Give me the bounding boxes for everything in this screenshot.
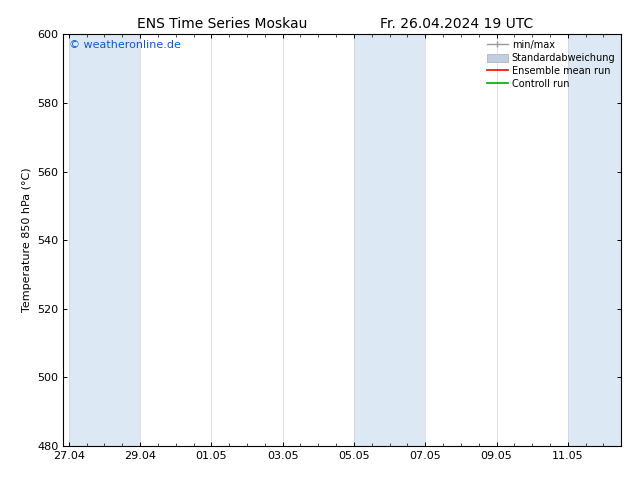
- Text: ENS Time Series Moskau: ENS Time Series Moskau: [137, 17, 307, 31]
- Text: Fr. 26.04.2024 19 UTC: Fr. 26.04.2024 19 UTC: [380, 17, 533, 31]
- Bar: [68, 34, 140, 446]
- Text: © weatheronline.de: © weatheronline.de: [69, 41, 181, 50]
- Bar: [568, 34, 621, 446]
- Y-axis label: Temperature 850 hPa (°C): Temperature 850 hPa (°C): [22, 168, 32, 313]
- Legend: min/max, Standardabweichung, Ensemble mean run, Controll run: min/max, Standardabweichung, Ensemble me…: [484, 37, 618, 92]
- Bar: [354, 34, 425, 446]
